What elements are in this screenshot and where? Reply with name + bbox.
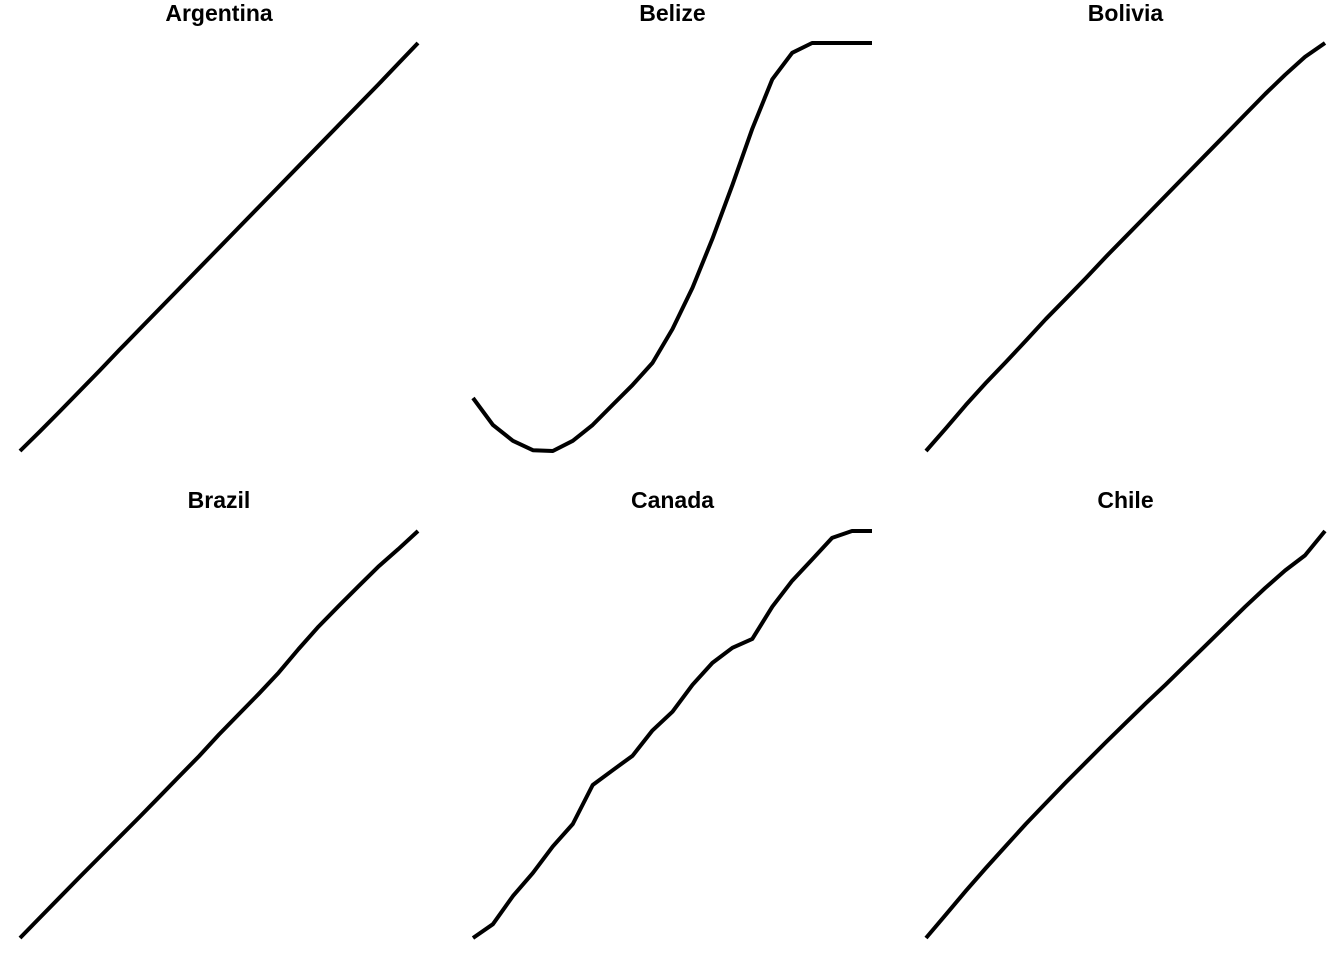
panel-title: Bolivia bbox=[1088, 0, 1164, 26]
chart-panel-argentina: Argentina bbox=[18, 0, 420, 453]
series-line-bolivia bbox=[924, 41, 1327, 453]
chart-panel-brazil: Brazil bbox=[18, 487, 420, 940]
series-line-chile bbox=[924, 529, 1327, 940]
panel-title: Brazil bbox=[188, 487, 251, 513]
series-line-argentina bbox=[18, 41, 420, 453]
panel-title: Chile bbox=[1097, 487, 1153, 513]
series-line-canada bbox=[471, 529, 872, 940]
chart-panel-canada: Canada bbox=[471, 487, 872, 940]
chart-panel-chile: Chile bbox=[924, 487, 1327, 940]
chart-panel-belize: Belize bbox=[471, 0, 872, 453]
panel-title: Argentina bbox=[165, 0, 273, 26]
series-line-brazil bbox=[18, 529, 420, 940]
panel-title: Canada bbox=[631, 487, 714, 513]
panel-title: Belize bbox=[639, 0, 705, 26]
series-line-belize bbox=[471, 41, 872, 453]
chart-panel-bolivia: Bolivia bbox=[924, 0, 1327, 453]
